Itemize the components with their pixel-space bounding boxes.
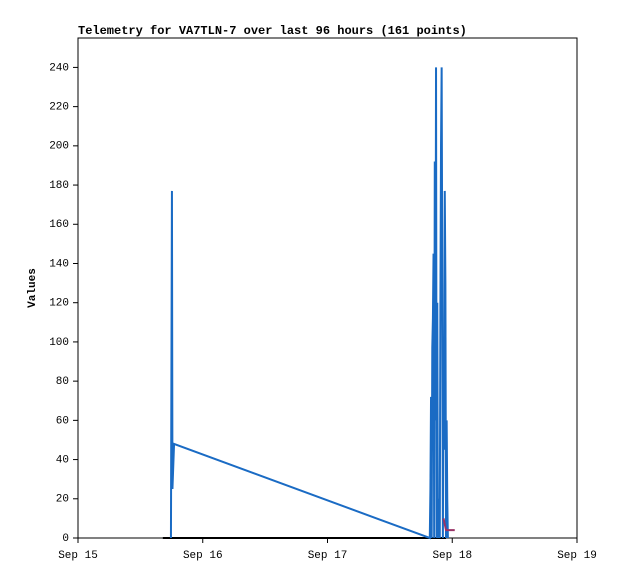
y-tick-label: 180 [49, 180, 69, 192]
y-tick-label: 60 [56, 415, 69, 427]
x-tick-label: Sep 17 [308, 550, 348, 562]
y-axis-label: Values [27, 268, 39, 308]
x-tick-label: Sep 16 [183, 550, 223, 562]
y-tick-label: 220 [49, 102, 69, 114]
data-line [442, 518, 455, 532]
y-tick-label: 160 [49, 219, 69, 231]
data-line [169, 67, 449, 540]
x-tick-label: Sep 15 [58, 550, 98, 562]
chart-title: Telemetry for VA7TLN-7 over last 96 hour… [78, 24, 467, 38]
y-tick-label: 140 [49, 258, 69, 270]
y-tick-label: 20 [56, 494, 69, 506]
y-tick-label: 100 [49, 337, 69, 349]
y-tick-label: 240 [49, 62, 69, 74]
y-tick-label: 80 [56, 376, 69, 388]
y-tick-label: 40 [56, 454, 69, 466]
y-tick-label: 200 [49, 141, 69, 153]
y-tick-label: 120 [49, 298, 69, 310]
x-tick-label: Sep 19 [557, 550, 597, 562]
x-tick-label: Sep 18 [432, 550, 472, 562]
plot-frame [77, 37, 578, 539]
y-tick-label: 0 [62, 533, 69, 545]
